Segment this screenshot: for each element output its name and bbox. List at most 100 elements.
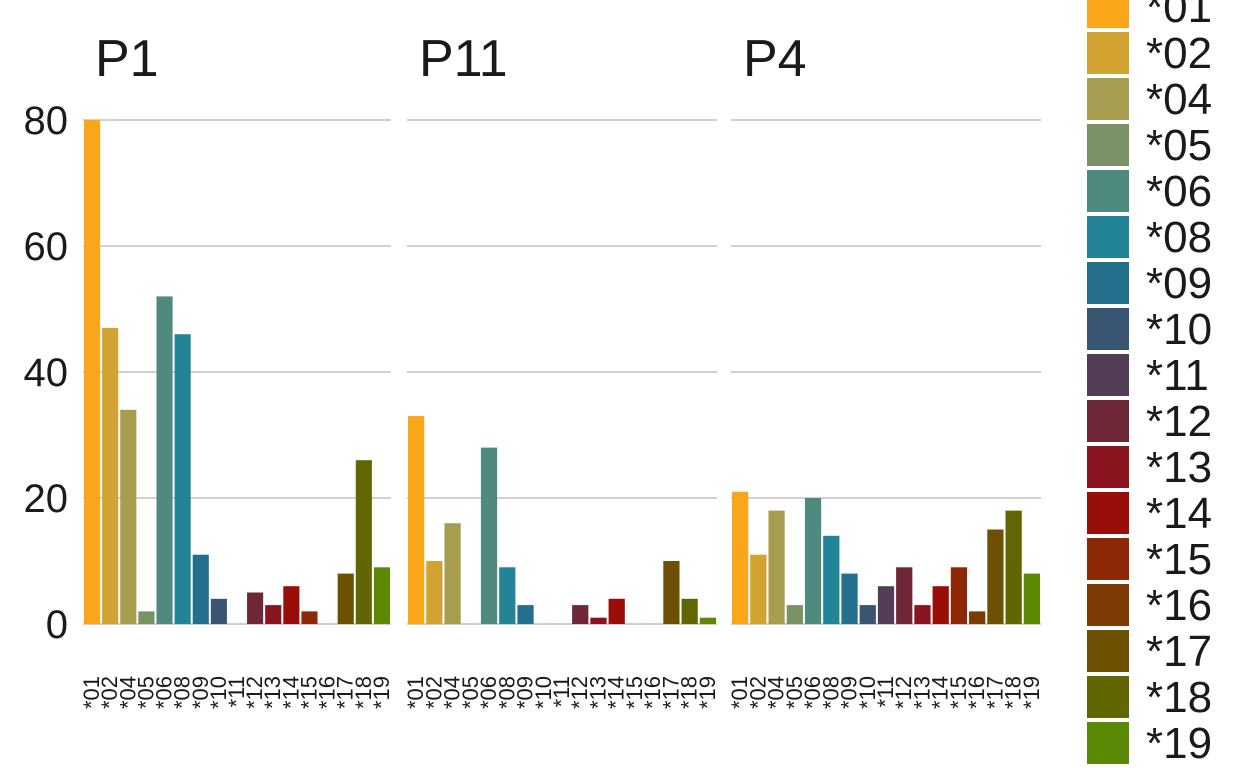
bar-08 [499,567,516,624]
bar-02 [750,554,767,624]
bar-18 [355,460,372,624]
legend-label: *17 [1146,627,1212,676]
x-tick-label: *12 [567,676,592,709]
x-tick-label: *08 [494,676,519,709]
x-tick-label: *15 [622,676,647,709]
bar-04 [444,523,461,624]
x-tick-label: *06 [476,676,501,709]
legend-swatch [1087,216,1129,258]
legend-label: *02 [1146,29,1212,78]
y-tick-label: 20 [24,477,69,521]
bar-16 [969,611,986,624]
x-tick-label: *18 [1001,676,1026,709]
legend-swatch [1087,170,1129,212]
x-tick-label: *09 [837,676,862,709]
x-tick-label: *11 [873,676,898,707]
x-tick-label: *17 [982,676,1007,709]
legend-label: *19 [1146,719,1212,768]
legend-label: *06 [1146,167,1212,216]
bar-15 [301,611,318,624]
x-tick-label: *01 [79,676,104,709]
legend-swatch [1087,400,1129,442]
legend-label: *15 [1146,535,1212,584]
y-tick-label: 80 [24,99,69,143]
bar-08 [823,535,840,624]
legend-swatch [1087,78,1129,120]
bar-19 [373,567,390,624]
bar-04 [768,510,785,624]
x-tick-label: *09 [513,676,538,709]
bar-01 [408,416,425,624]
x-tick-label: *16 [640,676,665,709]
legend-label: *01 [1146,0,1212,32]
legend-swatch [1087,446,1129,488]
x-tick-label: *12 [891,676,916,709]
bar-12 [896,567,913,624]
bar-15 [950,567,968,624]
bar-19 [699,617,716,624]
bar-06 [156,296,173,624]
bar-13 [914,605,931,624]
bar-18 [681,598,698,624]
bar-10 [210,598,227,624]
bar-11 [877,586,895,624]
bar-08 [174,334,191,624]
y-tick-label: 60 [24,225,69,269]
x-tick-label: *05 [782,676,807,709]
legend-swatch [1087,32,1129,74]
x-tick-label: *01 [403,676,428,709]
x-tick-label: *19 [369,676,394,709]
x-tick-label: *02 [97,676,122,709]
panel-title: P11 [419,30,508,88]
x-tick-label: *10 [531,676,556,709]
x-tick-label: *01 [727,676,752,709]
legend-label: *11 [1146,351,1209,400]
bar-14 [608,598,625,624]
bar-14 [932,586,949,624]
bar-02 [426,561,443,624]
bar-04 [120,409,137,624]
facet-panel-p4: P4*01*02*04*05*06*08*09*10*11*12*13*14*1… [727,30,1044,709]
x-tick-label: *13 [909,676,934,709]
bar-09 [517,605,534,624]
bar-06 [480,447,498,624]
x-tick-label: *18 [677,676,702,709]
x-tick-label: *02 [421,676,446,709]
x-tick-label: *16 [964,676,989,709]
x-tick-label: *04 [764,676,789,709]
x-tick-label: *11 [549,676,574,707]
bar-14 [283,586,300,624]
legend-swatch [1087,676,1129,718]
facet-panel-p11: P11*01*02*04*05*06*08*09*10*11*12*13*14*… [403,30,720,709]
legend-swatch [1087,0,1129,28]
bar-17 [987,529,1004,624]
y-tick-label: 0 [46,603,68,647]
bar-13 [265,605,282,624]
legend-label: *18 [1146,673,1212,722]
legend-label: *05 [1146,121,1212,170]
x-tick-label: *13 [585,676,610,709]
x-tick-label: *10 [855,676,880,709]
legend-label: *16 [1146,581,1212,630]
x-tick-label: *15 [946,676,971,709]
bar-18 [1005,510,1022,624]
legend-label: *09 [1146,259,1212,308]
legend-swatch [1087,262,1129,304]
bar-09 [192,554,209,624]
x-tick-label: *05 [458,676,483,709]
bar-17 [337,573,354,624]
facet-panel-p1: P1*01*02*04*05*06*08*09*10*11*12*13*14*1… [79,30,394,709]
bar-12 [247,592,264,624]
x-tick-label: *14 [604,676,629,709]
y-tick-label: 40 [24,351,69,395]
x-tick-label: *16 [315,676,340,709]
legend-label: *13 [1146,443,1212,492]
x-tick-label: *05 [133,676,158,709]
legend-label: *10 [1146,305,1212,354]
legend: *01*02*04*05*06*08*09*10*11*12*13*14*15*… [1087,0,1212,768]
legend-label: *14 [1146,489,1212,538]
legend-label: *08 [1146,213,1212,262]
bar-10 [859,605,876,624]
bar-06 [804,498,822,624]
